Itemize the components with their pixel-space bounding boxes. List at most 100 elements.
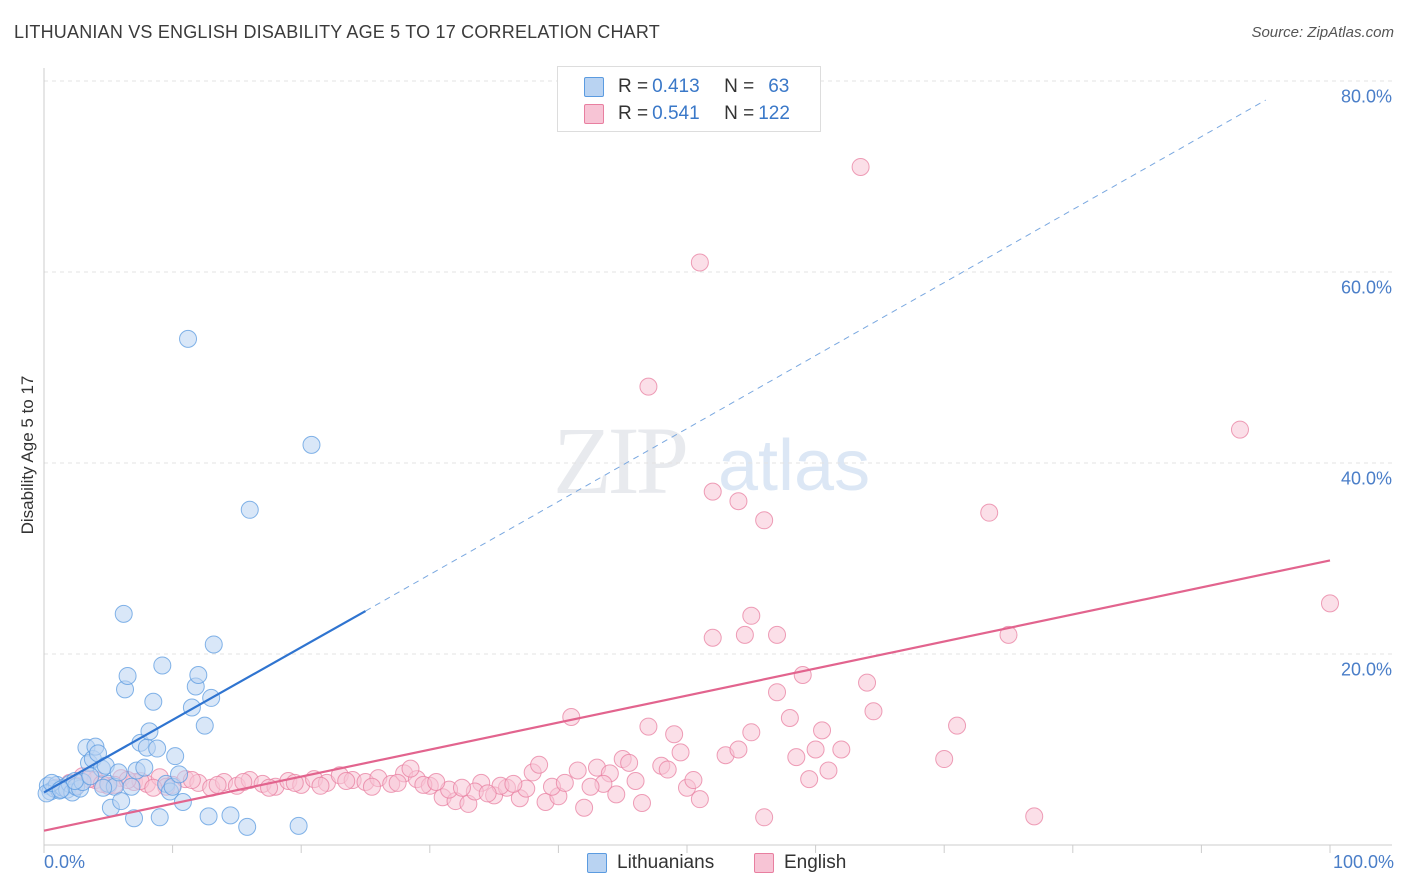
english-point — [780, 708, 799, 727]
legend-n-label: N = — [724, 103, 755, 124]
source-credit: Source: ZipAtlas.com — [1251, 24, 1394, 41]
english-point — [948, 716, 967, 735]
lithuanian-point — [238, 817, 257, 836]
legend-n-value: 63 — [768, 76, 790, 97]
english-point — [311, 776, 330, 795]
legend-row-english: R = 0.541 N = 122 — [584, 102, 790, 126]
english-point — [1025, 807, 1044, 826]
lithuanian-point — [118, 666, 137, 685]
legend-swatch-english — [584, 104, 604, 124]
english-point — [935, 750, 954, 769]
lithuanian-point — [125, 809, 144, 828]
bottom-swatch-lithuanians — [587, 853, 607, 873]
english-point — [735, 625, 754, 644]
english-point — [819, 761, 838, 780]
english-point — [864, 702, 883, 721]
english-point — [755, 808, 774, 827]
english-point — [1321, 594, 1339, 613]
english-point — [742, 606, 761, 625]
lithuanian-point — [170, 765, 189, 784]
lithuanian-point — [135, 758, 154, 777]
lithuanian-point — [302, 435, 321, 454]
legend-r-value: 0.541 — [652, 103, 700, 124]
english-point — [755, 511, 774, 530]
bottom-legend-lithuanians: Lithuanians — [587, 852, 714, 874]
english-point — [427, 772, 446, 791]
english-point — [858, 673, 877, 692]
english-point — [388, 773, 407, 792]
y-tick-40: 40.0% — [1340, 468, 1392, 489]
english-point — [639, 717, 658, 736]
legend-n-label: N = — [724, 76, 755, 97]
english-point — [234, 772, 253, 791]
english-point — [575, 798, 594, 817]
english-points — [47, 157, 1339, 827]
legend-r-label: R = — [618, 76, 649, 97]
english-point — [620, 753, 639, 772]
english-point — [703, 628, 722, 647]
grid-lines — [44, 80, 1392, 655]
lithuanian-trend-extension — [365, 99, 1266, 612]
legend-n-value: 122 — [758, 103, 790, 124]
lithuanian-point — [94, 778, 113, 797]
lithuanian-point — [153, 656, 172, 675]
legend-r-value: 0.413 — [652, 76, 700, 97]
english-point — [813, 721, 832, 740]
english-point — [362, 777, 381, 796]
english-point — [703, 482, 722, 501]
lithuanian-point — [221, 806, 240, 825]
x-tick-min: 0.0% — [44, 852, 86, 872]
axes — [43, 68, 1392, 853]
lithuanian-point — [189, 666, 208, 685]
english-point — [632, 793, 651, 812]
legend-r-label: R = — [618, 103, 649, 124]
english-point — [684, 771, 703, 790]
bottom-legend-english: English — [754, 852, 846, 874]
bottom-legend-label: Lithuanians — [617, 852, 715, 873]
english-point — [337, 772, 356, 791]
lithuanian-point — [148, 739, 167, 758]
lithuanian-point — [204, 635, 223, 654]
lithuanian-point — [289, 816, 308, 835]
english-point — [787, 748, 806, 767]
lithuanian-point — [166, 747, 185, 766]
english-point — [478, 784, 497, 803]
bottom-legend-label: English — [784, 852, 847, 873]
english-point — [208, 775, 227, 794]
english-point — [626, 772, 645, 791]
english-point — [768, 625, 787, 644]
english-point — [607, 785, 626, 804]
english-point — [530, 755, 549, 774]
lithuanian-point — [150, 808, 169, 827]
lithuanian-point — [122, 777, 141, 796]
watermark-zip: ZIP — [553, 407, 689, 514]
x-tick-max: 100.0% — [1332, 852, 1394, 872]
lithuanian-point — [240, 500, 259, 519]
lithuanian-point — [112, 792, 131, 811]
english-point — [980, 503, 999, 522]
english-point — [832, 740, 851, 759]
lithuanian-point — [144, 692, 163, 711]
y-tick-20: 20.0% — [1340, 659, 1392, 680]
english-trend-line — [43, 559, 1331, 832]
english-point — [562, 708, 581, 727]
lithuanian-point — [199, 807, 218, 826]
lithuanian-points — [37, 329, 321, 836]
english-point — [401, 759, 420, 778]
english-point — [504, 774, 523, 793]
english-point — [671, 743, 690, 762]
lithuanian-point — [109, 763, 128, 782]
english-point — [999, 625, 1018, 644]
english-point — [806, 740, 825, 759]
trend-lines — [43, 99, 1331, 832]
english-point — [658, 760, 677, 779]
english-point — [800, 770, 819, 789]
lithuanian-point — [81, 767, 100, 786]
lithuanian-point — [195, 716, 214, 735]
bottom-swatch-english — [754, 853, 774, 873]
english-point — [1230, 420, 1249, 439]
y-axis-label: Disability Age 5 to 17 — [18, 375, 37, 535]
english-point — [729, 492, 748, 511]
english-point — [581, 777, 600, 796]
